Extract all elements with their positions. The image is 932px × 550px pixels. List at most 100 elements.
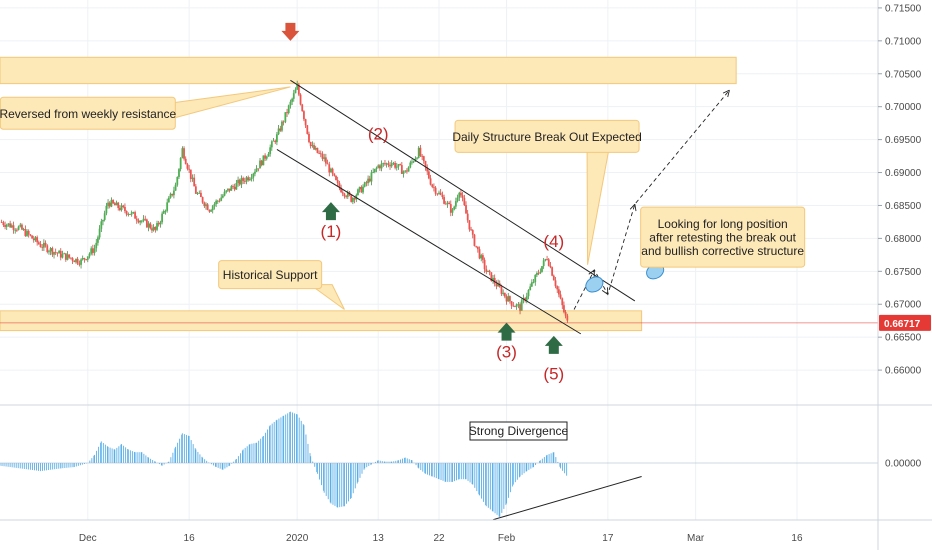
drawings: (1) (2) (3) (4) (5) <box>0 22 878 383</box>
candle-body <box>514 306 516 308</box>
candle-body <box>211 206 214 211</box>
candle-body <box>487 270 489 272</box>
callout-text: and bullish corrective structure <box>641 244 804 258</box>
candle-body <box>297 84 300 95</box>
candle-body <box>311 145 314 147</box>
candle-body <box>54 252 57 253</box>
time-tick-label: 17 <box>602 533 614 544</box>
candle-body <box>556 286 559 290</box>
callout-box <box>454 119 640 153</box>
candle-body <box>73 260 76 263</box>
candle-body <box>81 258 84 260</box>
candle-body <box>49 248 52 252</box>
candle-body <box>488 270 491 273</box>
wave-label: (3) <box>496 343 517 362</box>
candle-body <box>125 211 128 215</box>
price-axis-bg <box>878 0 932 550</box>
candle-body <box>223 191 226 196</box>
candle-body <box>539 271 542 274</box>
candle-body <box>551 267 554 276</box>
callout: Reversed from weekly resistance <box>0 86 291 130</box>
candle-body <box>402 171 405 174</box>
candle-body <box>303 111 305 120</box>
candle-body <box>242 178 245 181</box>
candle-body <box>71 258 74 261</box>
candle-body <box>470 229 472 231</box>
candle-body <box>502 292 505 294</box>
candle-body <box>449 204 452 213</box>
candle-body <box>331 168 334 174</box>
candle-body <box>215 200 218 205</box>
candle-body <box>433 186 435 188</box>
candle-body <box>384 163 386 165</box>
candle-body <box>213 204 216 207</box>
candle-body <box>15 229 18 231</box>
candle-body <box>507 296 510 302</box>
price-tick-label: 0.68000 <box>885 234 922 245</box>
zones <box>0 56 737 332</box>
candle-body <box>76 258 79 264</box>
candle-body <box>112 199 115 204</box>
candle-body <box>250 177 253 180</box>
candle-body <box>390 163 393 167</box>
candle-body <box>240 178 243 185</box>
candle-body <box>304 119 307 126</box>
candle-body <box>193 177 196 187</box>
candle-body <box>473 234 476 246</box>
candle-body <box>446 202 449 205</box>
candle-body <box>314 147 317 150</box>
callout: Daily Structure Break Out Expected <box>452 119 642 265</box>
candle-body <box>162 210 165 214</box>
candle-body <box>362 186 364 193</box>
candle-body <box>392 162 395 164</box>
price-tick-label: 0.66000 <box>885 366 922 377</box>
candle-body <box>149 223 152 229</box>
candle-body <box>370 172 373 182</box>
candle-body <box>346 192 349 197</box>
down-arrow-icon <box>281 22 300 41</box>
candle-body <box>191 177 194 179</box>
candle-body <box>245 177 248 182</box>
candle-body <box>201 197 204 203</box>
candle-body <box>83 258 86 260</box>
candle-body <box>536 273 538 275</box>
candle-body <box>95 242 98 249</box>
price-tick-label: 0.67000 <box>885 300 922 311</box>
candle-body <box>419 147 422 156</box>
candle-body <box>58 250 60 254</box>
candle-body <box>181 148 184 158</box>
candle-body <box>330 168 332 173</box>
candle-body <box>265 156 268 159</box>
time-tick-label: Dec <box>79 533 97 544</box>
candle-body <box>208 209 211 212</box>
candle-body <box>431 184 434 187</box>
candle-body <box>561 298 564 306</box>
candle-body <box>179 157 182 170</box>
candle-body <box>154 226 157 230</box>
projection-arrowhead <box>588 269 595 275</box>
candle-body <box>59 250 62 258</box>
candle-body <box>161 213 163 223</box>
candle-body <box>90 248 93 254</box>
candle-body <box>343 193 346 197</box>
candle-body <box>4 225 6 227</box>
candle-body <box>171 193 174 196</box>
candle-body <box>17 226 20 230</box>
candle-body <box>132 212 135 213</box>
candle-body <box>2 222 5 226</box>
candle-body <box>324 157 327 164</box>
callout-box <box>218 260 323 290</box>
candle-body <box>176 176 179 185</box>
resistance-zone <box>0 56 737 85</box>
candle-body <box>86 256 89 260</box>
candle-body <box>80 259 82 265</box>
candle-body <box>475 245 478 247</box>
candle-body <box>387 163 390 166</box>
candle-body <box>41 247 44 248</box>
candle-body <box>129 214 131 215</box>
candle-body <box>189 169 192 179</box>
candle-body <box>184 158 187 165</box>
candle-body <box>88 253 91 257</box>
candle-body <box>194 186 197 194</box>
candle-body <box>51 248 54 255</box>
